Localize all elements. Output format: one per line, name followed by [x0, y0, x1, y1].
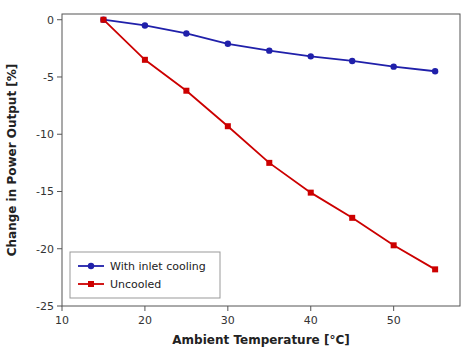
legend-marker — [88, 263, 94, 269]
y-tick — [57, 248, 62, 249]
series-point — [391, 242, 397, 248]
y-tick — [57, 76, 62, 77]
x-tick — [62, 306, 63, 311]
legend-box — [70, 252, 220, 298]
x-tick — [144, 306, 145, 311]
x-tick — [310, 306, 311, 311]
y-tick-label: 0 — [47, 14, 54, 27]
data-group — [100, 17, 438, 273]
series-point — [142, 57, 148, 63]
legend-marker — [88, 281, 94, 287]
y-axis-label: Change in Power Output [%] — [5, 64, 19, 257]
x-tick-label: 50 — [387, 314, 401, 327]
y-tick-label: -25 — [36, 300, 54, 313]
y-tick — [57, 19, 62, 20]
chart-svg: 10 20 30 40 50 0 -5 -10 -15 -20 -25 Ambient Tempera… — [0, 0, 474, 352]
series-point — [142, 22, 148, 28]
series-point — [100, 17, 106, 23]
series-point — [266, 160, 272, 166]
series-point — [308, 53, 314, 59]
series-point — [349, 215, 355, 221]
y-tick — [57, 306, 62, 307]
y-tick-label: -20 — [36, 243, 54, 256]
y-tick-label: -5 — [43, 71, 54, 84]
series-point — [432, 266, 438, 272]
x-tick-label: 20 — [138, 314, 152, 327]
chart-container: 10 20 30 40 50 0 -5 -10 -15 -20 -25 Ambient Tempera… — [0, 0, 474, 352]
series-point — [266, 47, 272, 53]
x-tick-label: 10 — [55, 314, 69, 327]
x-tick — [227, 306, 228, 311]
series-point — [308, 190, 314, 196]
y-tick — [57, 134, 62, 135]
series-point — [183, 30, 189, 36]
legend: With inlet cooling Uncooled — [70, 252, 220, 298]
x-tick — [393, 306, 394, 311]
y-tick-label: -10 — [36, 128, 54, 141]
plot-frame — [62, 14, 460, 306]
x-axis-label: Ambient Temperature [°C] — [172, 333, 349, 347]
legend-label: With inlet cooling — [110, 260, 206, 273]
legend-label: Uncooled — [110, 278, 161, 291]
y-tick-label: -15 — [36, 185, 54, 198]
series-point — [183, 88, 189, 94]
x-tick-label: 30 — [221, 314, 235, 327]
series-line — [103, 20, 435, 270]
series-point — [390, 63, 396, 69]
series-point — [432, 68, 438, 74]
series-line — [103, 20, 435, 72]
x-tick-label: 40 — [304, 314, 318, 327]
y-tick — [57, 191, 62, 192]
series-point — [349, 58, 355, 64]
series-point — [100, 17, 106, 23]
series-point — [225, 41, 231, 47]
series-point — [225, 123, 231, 129]
